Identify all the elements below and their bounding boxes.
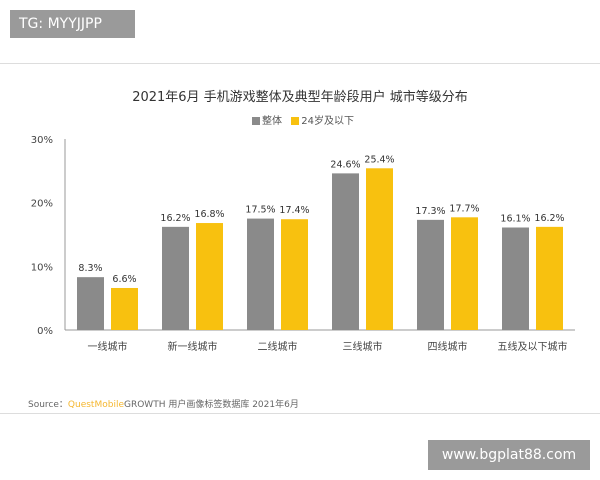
bar-overall (77, 277, 104, 330)
data-label: 16.2% (160, 213, 190, 224)
chart-card: 2021年6月 手机游戏整体及典型年龄段用户 城市等级分布 整体 24岁及以下 … (0, 63, 600, 414)
x-tick-label: 一线城市 (88, 340, 128, 353)
bar-overall (247, 218, 274, 330)
data-label: 24.6% (330, 159, 360, 170)
source-brand: QuestMobile (67, 400, 124, 410)
data-label: 17.4% (279, 205, 309, 216)
watermark-top: TG: MYYJJPP (10, 10, 135, 38)
legend-label-overall: 整体 (262, 116, 283, 127)
x-tick-label: 四线城市 (428, 340, 468, 353)
data-label: 8.3% (78, 263, 102, 274)
source-rest: GROWTH 用户画像标签数据库 2021年6月 (124, 400, 299, 410)
data-label: 16.8% (194, 209, 224, 220)
y-tick-label: 30% (31, 135, 53, 146)
data-label: 17.7% (449, 203, 479, 214)
legend-label-under24: 24岁及以下 (301, 116, 354, 127)
x-tick-label: 五线及以下城市 (498, 340, 568, 353)
legend-swatch-overall (252, 117, 261, 125)
chart-title: 2021年6月 手机游戏整体及典型年龄段用户 城市等级分布 (132, 90, 468, 105)
data-label: 16.2% (534, 213, 564, 224)
data-label: 16.1% (500, 213, 530, 224)
data-label: 6.6% (112, 274, 136, 285)
watermark-bottom: www.bgplat88.com (428, 440, 590, 470)
x-tick-label: 三线城市 (343, 340, 383, 353)
source-note: Source：QuestMobileGROWTH 用户画像标签数据库 2021年… (28, 397, 299, 410)
bar-under24 (111, 287, 138, 330)
bar-under24 (451, 217, 478, 330)
bar-under24 (366, 168, 393, 330)
source-prefix: Source： (28, 400, 68, 410)
x-tick-label: 二线城市 (258, 340, 298, 353)
bar-overall (502, 227, 529, 330)
legend: 整体 24岁及以下 (0, 112, 600, 127)
data-label: 17.5% (245, 205, 275, 216)
bar-under24 (536, 226, 563, 330)
x-tick-label: 新一线城市 (168, 340, 218, 353)
bar-overall (417, 219, 444, 330)
bar-under24 (281, 219, 308, 330)
data-label: 17.3% (415, 206, 445, 217)
y-tick-label: 10% (31, 262, 53, 273)
y-tick-label: 20% (31, 199, 53, 210)
bar-overall (162, 226, 189, 330)
bar-overall (332, 173, 359, 330)
legend-swatch-under24 (291, 117, 300, 125)
bar-under24 (196, 223, 223, 330)
data-label: 25.4% (364, 154, 394, 165)
y-tick-label: 0% (37, 326, 53, 337)
